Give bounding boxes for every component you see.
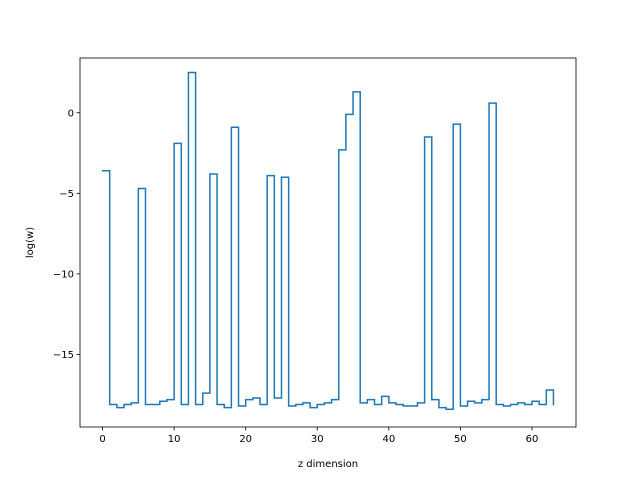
series-layer xyxy=(101,71,555,411)
y-tick-label: −5 xyxy=(59,189,74,200)
x-axis-ticks: 0 10 20 30 40 50 60 xyxy=(99,427,538,445)
x-tick-label: 10 xyxy=(168,434,181,445)
x-tick-label: 30 xyxy=(311,434,324,445)
x-tick-label: 40 xyxy=(382,434,395,445)
x-axis-label: z dimension xyxy=(298,459,358,470)
y-tick-label: −15 xyxy=(53,350,74,361)
x-tick-label: 50 xyxy=(454,434,467,445)
y-tick-label: 0 xyxy=(68,108,74,119)
x-tick-label: 60 xyxy=(526,434,539,445)
y-axis-label: log(w) xyxy=(25,227,36,258)
y-axis-ticks: −15 −10 −5 0 xyxy=(53,108,80,361)
y-tick-label: −10 xyxy=(53,269,74,280)
x-tick-label: 0 xyxy=(99,434,105,445)
x-tick-label: 20 xyxy=(239,434,252,445)
plot-frame xyxy=(79,57,577,428)
series-line xyxy=(101,71,555,411)
